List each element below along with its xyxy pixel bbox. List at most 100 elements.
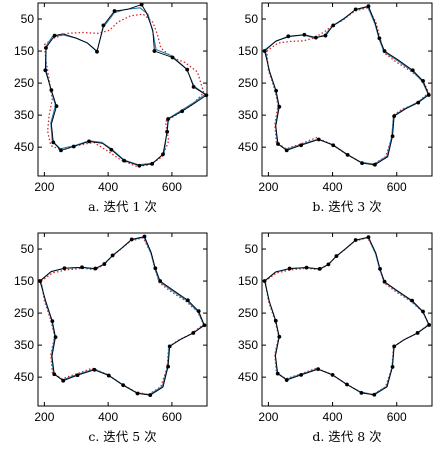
control-point-marker bbox=[277, 335, 281, 339]
panel-caption: b. 迭代 3 次 bbox=[312, 199, 381, 214]
control-point-marker bbox=[299, 143, 303, 147]
control-point-marker bbox=[140, 3, 144, 7]
chart-panel-3: 200 400 60050150250350450c. 迭代 5 次 bbox=[14, 233, 207, 444]
control-point-marker bbox=[318, 267, 322, 271]
x-tick-label: 200 bbox=[34, 410, 54, 424]
control-point-marker bbox=[43, 68, 47, 72]
control-point-marker bbox=[113, 9, 117, 13]
control-point-marker bbox=[391, 134, 395, 138]
control-point-marker bbox=[161, 152, 165, 156]
control-point-marker bbox=[410, 299, 414, 303]
control-point-marker bbox=[421, 310, 425, 314]
control-point-marker bbox=[367, 4, 371, 8]
control-point-marker bbox=[54, 335, 58, 339]
y-tick-label: 450 bbox=[238, 370, 258, 384]
control-point-marker bbox=[153, 266, 157, 270]
series-line-blue bbox=[46, 8, 205, 165]
control-point-marker bbox=[109, 148, 113, 152]
y-tick-label: 350 bbox=[238, 338, 258, 352]
control-point-marker bbox=[286, 34, 290, 38]
control-point-marker bbox=[373, 163, 377, 167]
y-tick-label: 150 bbox=[238, 44, 258, 58]
control-point-marker bbox=[152, 49, 156, 53]
control-point-marker bbox=[324, 34, 328, 38]
control-point-marker bbox=[276, 142, 280, 146]
control-point-marker bbox=[130, 238, 134, 242]
control-point-marker bbox=[53, 34, 57, 38]
y-tick-label: 350 bbox=[14, 108, 34, 122]
control-point-marker bbox=[372, 393, 376, 397]
y-tick-label: 50 bbox=[245, 242, 259, 256]
series-line-black bbox=[265, 6, 429, 165]
x-tick-label: 600 bbox=[162, 180, 182, 194]
control-point-marker bbox=[360, 161, 364, 165]
x-tick-label: 600 bbox=[387, 180, 407, 194]
control-point-marker bbox=[263, 279, 267, 283]
panel-caption: a. 迭代 1 次 bbox=[88, 199, 157, 214]
control-point-marker bbox=[427, 93, 431, 97]
control-point-marker bbox=[203, 323, 207, 327]
control-point-marker bbox=[122, 159, 126, 163]
control-point-marker bbox=[274, 89, 278, 93]
control-point-marker bbox=[314, 36, 318, 40]
control-point-marker bbox=[76, 373, 80, 377]
control-point-marker bbox=[180, 109, 184, 113]
chart-panel-2: 200 400 60050150250350450b. 迭代 3 次 bbox=[238, 3, 432, 214]
y-tick-label: 150 bbox=[14, 44, 34, 58]
control-point-marker bbox=[38, 279, 42, 283]
control-point-marker bbox=[138, 164, 142, 168]
control-point-marker bbox=[87, 140, 91, 144]
control-point-marker bbox=[55, 104, 59, 108]
control-point-marker bbox=[204, 93, 208, 97]
control-point-marker bbox=[165, 130, 169, 134]
control-point-marker bbox=[383, 49, 387, 53]
y-tick-label: 350 bbox=[238, 108, 258, 122]
control-point-marker bbox=[44, 46, 48, 50]
control-point-marker bbox=[111, 254, 115, 258]
control-point-marker bbox=[427, 323, 431, 327]
control-point-marker bbox=[392, 114, 396, 118]
control-point-marker bbox=[51, 140, 55, 144]
control-point-marker bbox=[185, 68, 189, 72]
control-point-marker bbox=[166, 365, 170, 369]
control-point-marker bbox=[191, 331, 195, 335]
control-point-marker bbox=[354, 8, 358, 12]
y-tick-label: 350 bbox=[14, 338, 34, 352]
control-point-marker bbox=[299, 373, 303, 377]
series-line-black bbox=[40, 237, 205, 396]
x-tick-label: 600 bbox=[387, 410, 407, 424]
control-point-marker bbox=[49, 88, 53, 92]
control-point-marker bbox=[52, 372, 56, 376]
control-point-marker bbox=[171, 56, 175, 60]
panel-caption: d. 迭代 8 次 bbox=[312, 429, 381, 444]
control-point-marker bbox=[197, 309, 201, 313]
control-point-marker bbox=[121, 383, 125, 387]
series-line-black bbox=[265, 237, 430, 395]
control-point-marker bbox=[72, 145, 76, 149]
control-point-marker bbox=[150, 162, 154, 166]
control-point-marker bbox=[166, 117, 170, 121]
control-point-marker bbox=[378, 267, 382, 271]
control-point-marker bbox=[192, 85, 196, 89]
control-point-marker bbox=[345, 383, 349, 387]
control-point-marker bbox=[276, 372, 280, 376]
control-point-marker bbox=[158, 279, 162, 283]
y-tick-label: 150 bbox=[14, 274, 34, 288]
chart-panel-1: 200 400 600 50 150 250 350 450 a. 迭代 1 次 bbox=[14, 3, 208, 214]
control-point-marker bbox=[346, 153, 350, 157]
control-point-marker bbox=[331, 24, 335, 28]
control-point-marker bbox=[168, 345, 172, 349]
control-point-marker bbox=[416, 331, 420, 335]
x-tick-label: 400 bbox=[98, 180, 118, 194]
y-tick-label: 50 bbox=[21, 12, 35, 26]
control-point-marker bbox=[63, 266, 67, 270]
control-point-marker bbox=[186, 298, 190, 302]
control-point-marker bbox=[93, 267, 97, 271]
y-tick-label: 250 bbox=[14, 76, 34, 90]
control-point-marker bbox=[263, 49, 267, 53]
panel-caption: c. 迭代 5 次 bbox=[88, 429, 156, 444]
x-tick-label: 200 bbox=[258, 410, 278, 424]
control-point-marker bbox=[317, 138, 321, 142]
control-point-marker bbox=[80, 265, 84, 269]
